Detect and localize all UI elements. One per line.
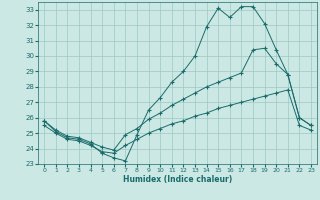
X-axis label: Humidex (Indice chaleur): Humidex (Indice chaleur): [123, 175, 232, 184]
